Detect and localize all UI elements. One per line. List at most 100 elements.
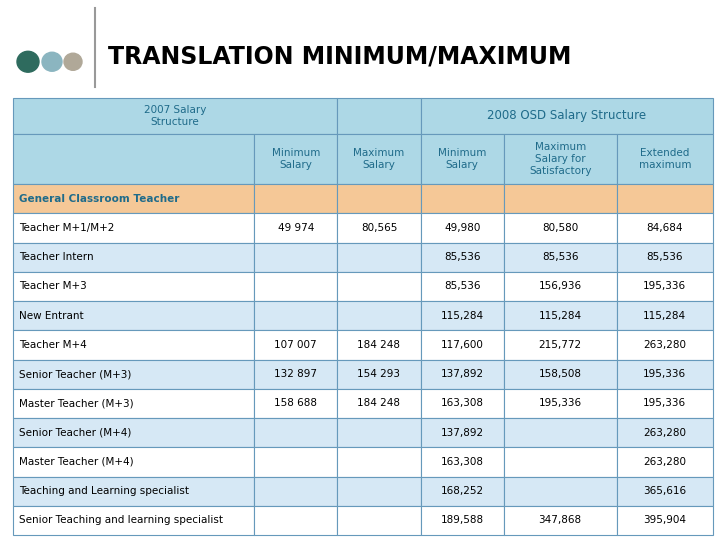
- Bar: [616, 134, 713, 184]
- Text: 2008 OSD Salary Structure: 2008 OSD Salary Structure: [487, 110, 647, 123]
- Bar: [13, 134, 254, 184]
- Text: TRANSLATION MINIMUM/MAXIMUM: TRANSLATION MINIMUM/MAXIMUM: [108, 45, 572, 69]
- Bar: [338, 447, 420, 476]
- Bar: [13, 98, 338, 134]
- Text: 347,868: 347,868: [539, 515, 582, 525]
- Bar: [338, 418, 420, 447]
- Bar: [254, 418, 338, 447]
- Bar: [504, 330, 616, 360]
- Text: 80,580: 80,580: [542, 223, 578, 233]
- Bar: [13, 272, 254, 301]
- Text: 195,336: 195,336: [643, 369, 686, 379]
- Bar: [504, 301, 616, 330]
- Bar: [616, 476, 713, 506]
- Bar: [338, 330, 420, 360]
- Text: 263,280: 263,280: [643, 457, 686, 467]
- Bar: [254, 330, 338, 360]
- Bar: [616, 330, 713, 360]
- Bar: [13, 389, 254, 418]
- Text: 2007 Salary
Structure: 2007 Salary Structure: [144, 105, 207, 127]
- Bar: [420, 330, 504, 360]
- Text: 137,892: 137,892: [441, 369, 484, 379]
- Text: 195,336: 195,336: [643, 399, 686, 408]
- Bar: [504, 242, 616, 272]
- Text: 85,536: 85,536: [542, 252, 578, 262]
- Bar: [254, 301, 338, 330]
- Bar: [616, 447, 713, 476]
- Text: 215,772: 215,772: [539, 340, 582, 350]
- Text: 195,336: 195,336: [643, 281, 686, 292]
- Text: 117,600: 117,600: [441, 340, 484, 350]
- Bar: [616, 506, 713, 535]
- Bar: [420, 242, 504, 272]
- Bar: [504, 389, 616, 418]
- Bar: [504, 213, 616, 242]
- Bar: [13, 242, 254, 272]
- Bar: [13, 301, 254, 330]
- Text: 184 248: 184 248: [357, 399, 400, 408]
- Text: 168,252: 168,252: [441, 486, 484, 496]
- Bar: [254, 134, 338, 184]
- Bar: [338, 213, 420, 242]
- Bar: [420, 184, 504, 213]
- Text: 189,588: 189,588: [441, 515, 484, 525]
- Bar: [504, 447, 616, 476]
- Bar: [13, 213, 254, 242]
- Bar: [254, 360, 338, 389]
- Text: 158,508: 158,508: [539, 369, 582, 379]
- Bar: [0, 0, 720, 95]
- Bar: [420, 476, 504, 506]
- Text: Senior Teacher (M+4): Senior Teacher (M+4): [19, 428, 131, 437]
- Bar: [338, 360, 420, 389]
- Bar: [13, 360, 254, 389]
- Text: Teacher M+3: Teacher M+3: [19, 281, 86, 292]
- Bar: [420, 213, 504, 242]
- Bar: [13, 330, 254, 360]
- Ellipse shape: [17, 51, 39, 72]
- Bar: [338, 476, 420, 506]
- Bar: [504, 184, 616, 213]
- Text: 84,684: 84,684: [647, 223, 683, 233]
- Text: 184 248: 184 248: [357, 340, 400, 350]
- Text: 85,536: 85,536: [647, 252, 683, 262]
- Text: New Entrant: New Entrant: [19, 310, 84, 321]
- Bar: [338, 301, 420, 330]
- Text: 49 974: 49 974: [277, 223, 314, 233]
- Bar: [504, 272, 616, 301]
- Text: 115,284: 115,284: [441, 310, 484, 321]
- Bar: [616, 418, 713, 447]
- Text: Teacher M+4: Teacher M+4: [19, 340, 86, 350]
- Bar: [616, 184, 713, 213]
- Text: Minimum
Salary: Minimum Salary: [271, 148, 320, 170]
- Bar: [420, 98, 713, 134]
- Bar: [504, 360, 616, 389]
- Text: 163,308: 163,308: [441, 457, 484, 467]
- Bar: [254, 447, 338, 476]
- Text: Senior Teacher (M+3): Senior Teacher (M+3): [19, 369, 131, 379]
- Text: 163,308: 163,308: [441, 399, 484, 408]
- Text: 195,336: 195,336: [539, 399, 582, 408]
- Bar: [504, 476, 616, 506]
- Text: 85,536: 85,536: [444, 281, 480, 292]
- Text: 115,284: 115,284: [539, 310, 582, 321]
- Text: 115,284: 115,284: [643, 310, 686, 321]
- Text: 107 007: 107 007: [274, 340, 317, 350]
- Bar: [13, 476, 254, 506]
- Text: General Classroom Teacher: General Classroom Teacher: [19, 194, 179, 204]
- Bar: [616, 242, 713, 272]
- Bar: [13, 184, 254, 213]
- Bar: [420, 418, 504, 447]
- Text: Master Teacher (M+4): Master Teacher (M+4): [19, 457, 134, 467]
- Text: Maximum
Salary: Maximum Salary: [354, 148, 405, 170]
- Text: Senior Teaching and learning specialist: Senior Teaching and learning specialist: [19, 515, 223, 525]
- Bar: [254, 213, 338, 242]
- Bar: [420, 506, 504, 535]
- Bar: [338, 506, 420, 535]
- Text: Maximum
Salary for
Satisfactory: Maximum Salary for Satisfactory: [529, 143, 591, 176]
- Bar: [254, 389, 338, 418]
- Text: 85,536: 85,536: [444, 252, 480, 262]
- Text: 132 897: 132 897: [274, 369, 318, 379]
- Bar: [616, 213, 713, 242]
- Bar: [254, 242, 338, 272]
- Ellipse shape: [42, 52, 62, 71]
